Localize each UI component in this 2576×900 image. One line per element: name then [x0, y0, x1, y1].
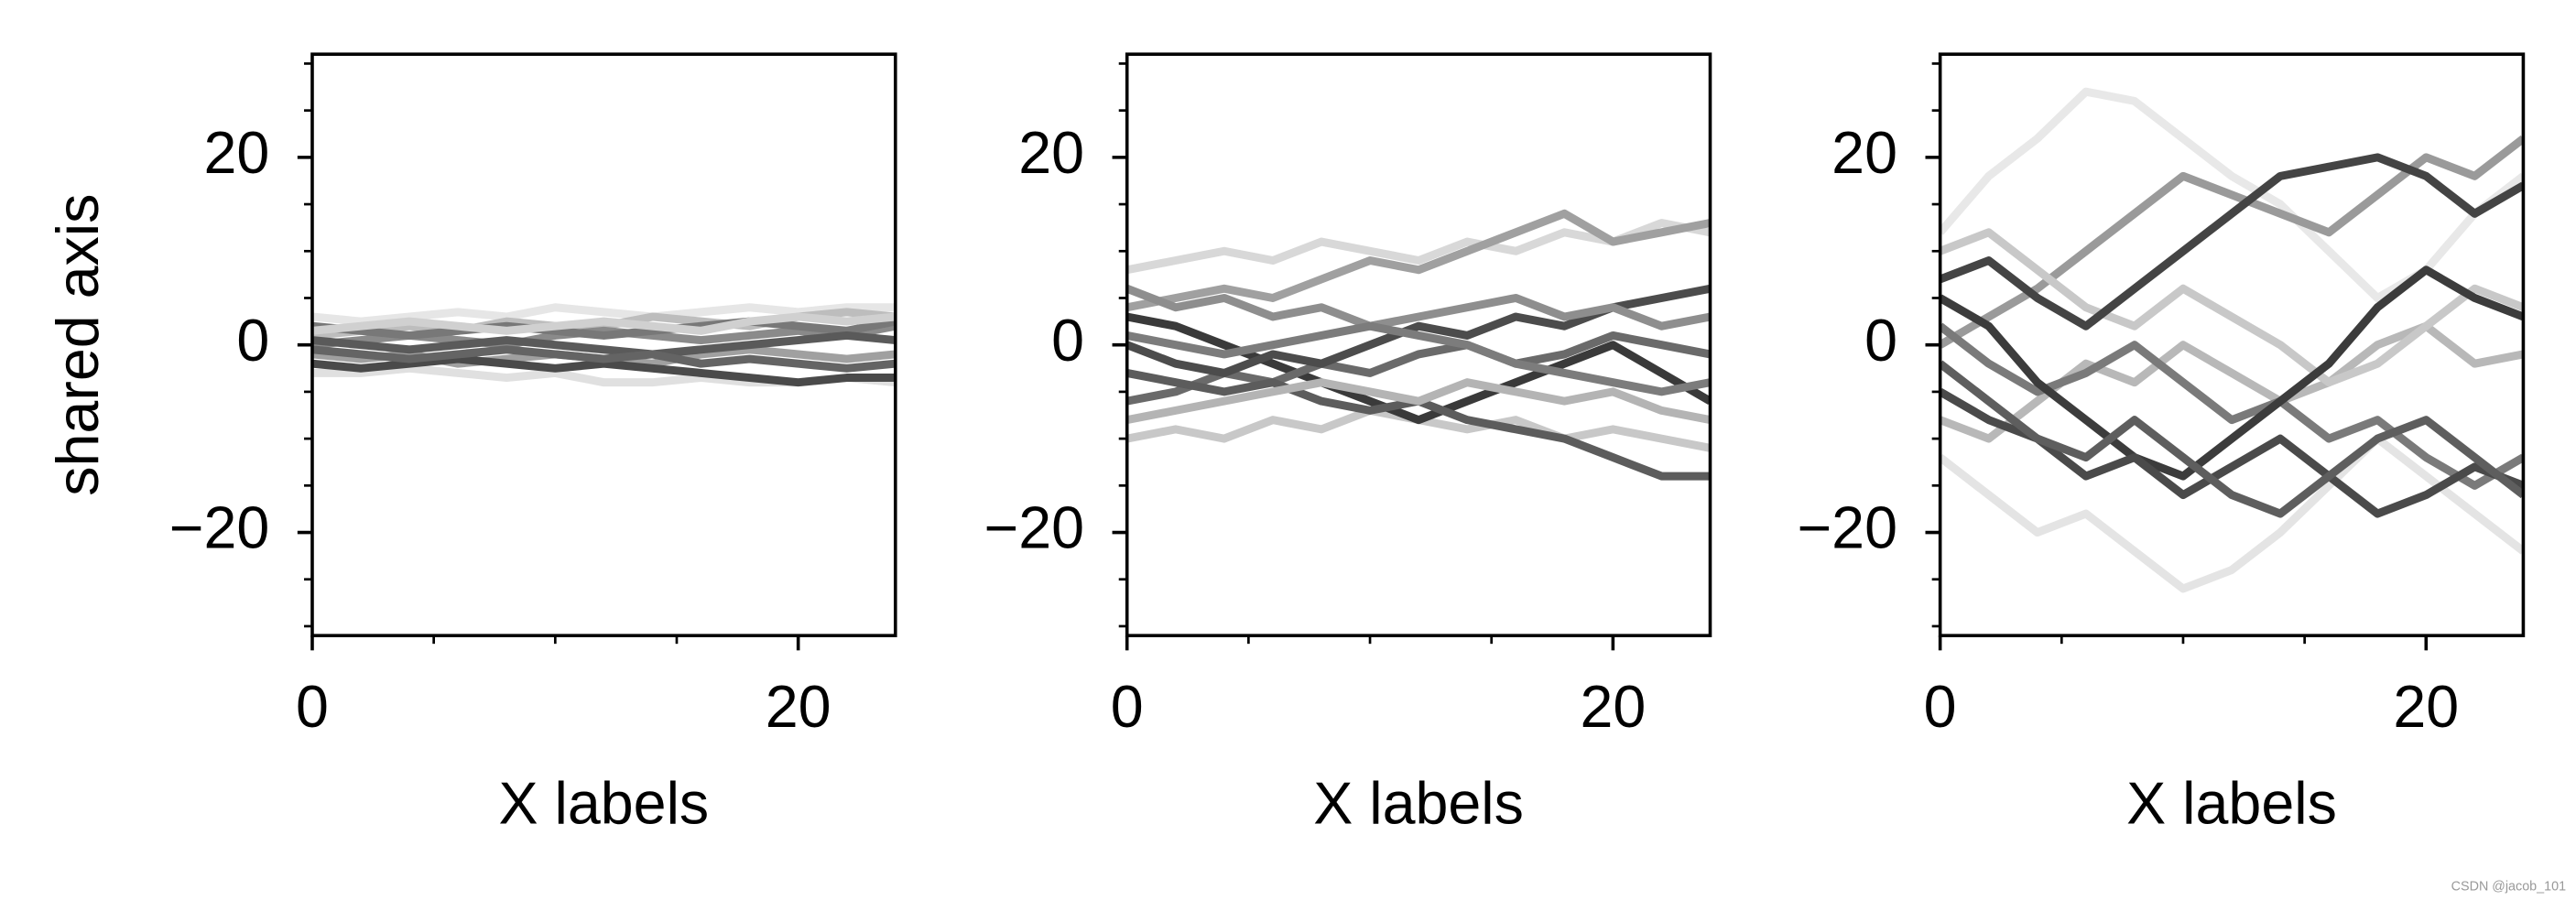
y-tick-label: 0	[1051, 308, 1084, 374]
x-tick-label: 20	[766, 674, 831, 740]
series-line	[1940, 360, 2524, 518]
y-tick-label: 20	[1018, 120, 1084, 186]
series-line	[1126, 369, 1711, 481]
x-axis-label: X labels	[1313, 771, 1524, 837]
y-tick-label: −20	[984, 495, 1085, 561]
x-tick-label: 20	[2393, 674, 2459, 740]
series-line	[1940, 266, 2524, 481]
series-line	[1126, 378, 1711, 425]
x-axis-label: X labels	[499, 771, 710, 837]
series-line	[1940, 135, 2524, 349]
series-line	[311, 303, 896, 326]
y-tick-label: 20	[1831, 120, 1897, 186]
y-tick-label: −20	[169, 495, 270, 561]
series-line	[311, 317, 896, 340]
y-tick-label: 20	[204, 120, 270, 186]
series-line	[1126, 312, 1711, 425]
series-line	[311, 331, 896, 359]
y-tick-label: 0	[236, 308, 269, 374]
series-line	[1940, 228, 2524, 387]
series-line	[311, 312, 896, 335]
x-tick-label: 20	[1580, 674, 1646, 740]
series-line	[1940, 434, 2524, 593]
watermark: CSDN @jacob_101	[2451, 879, 2566, 894]
series-line	[1126, 209, 1711, 312]
x-axis-label: X labels	[2126, 771, 2337, 837]
y-axis-label: shared axis	[45, 194, 111, 496]
series-line	[1126, 219, 1711, 275]
x-tick-label: 0	[296, 674, 329, 740]
x-tick-label: 0	[1924, 674, 1957, 740]
series-line	[311, 345, 896, 373]
y-tick-label: 0	[1864, 308, 1897, 374]
x-tick-label: 0	[1111, 674, 1144, 740]
series-line	[1126, 321, 1711, 396]
series-line	[1940, 153, 2524, 331]
series-line	[1940, 322, 2524, 490]
series-line	[311, 354, 896, 387]
series-line	[1126, 285, 1711, 331]
y-tick-label: −20	[1797, 495, 1897, 561]
